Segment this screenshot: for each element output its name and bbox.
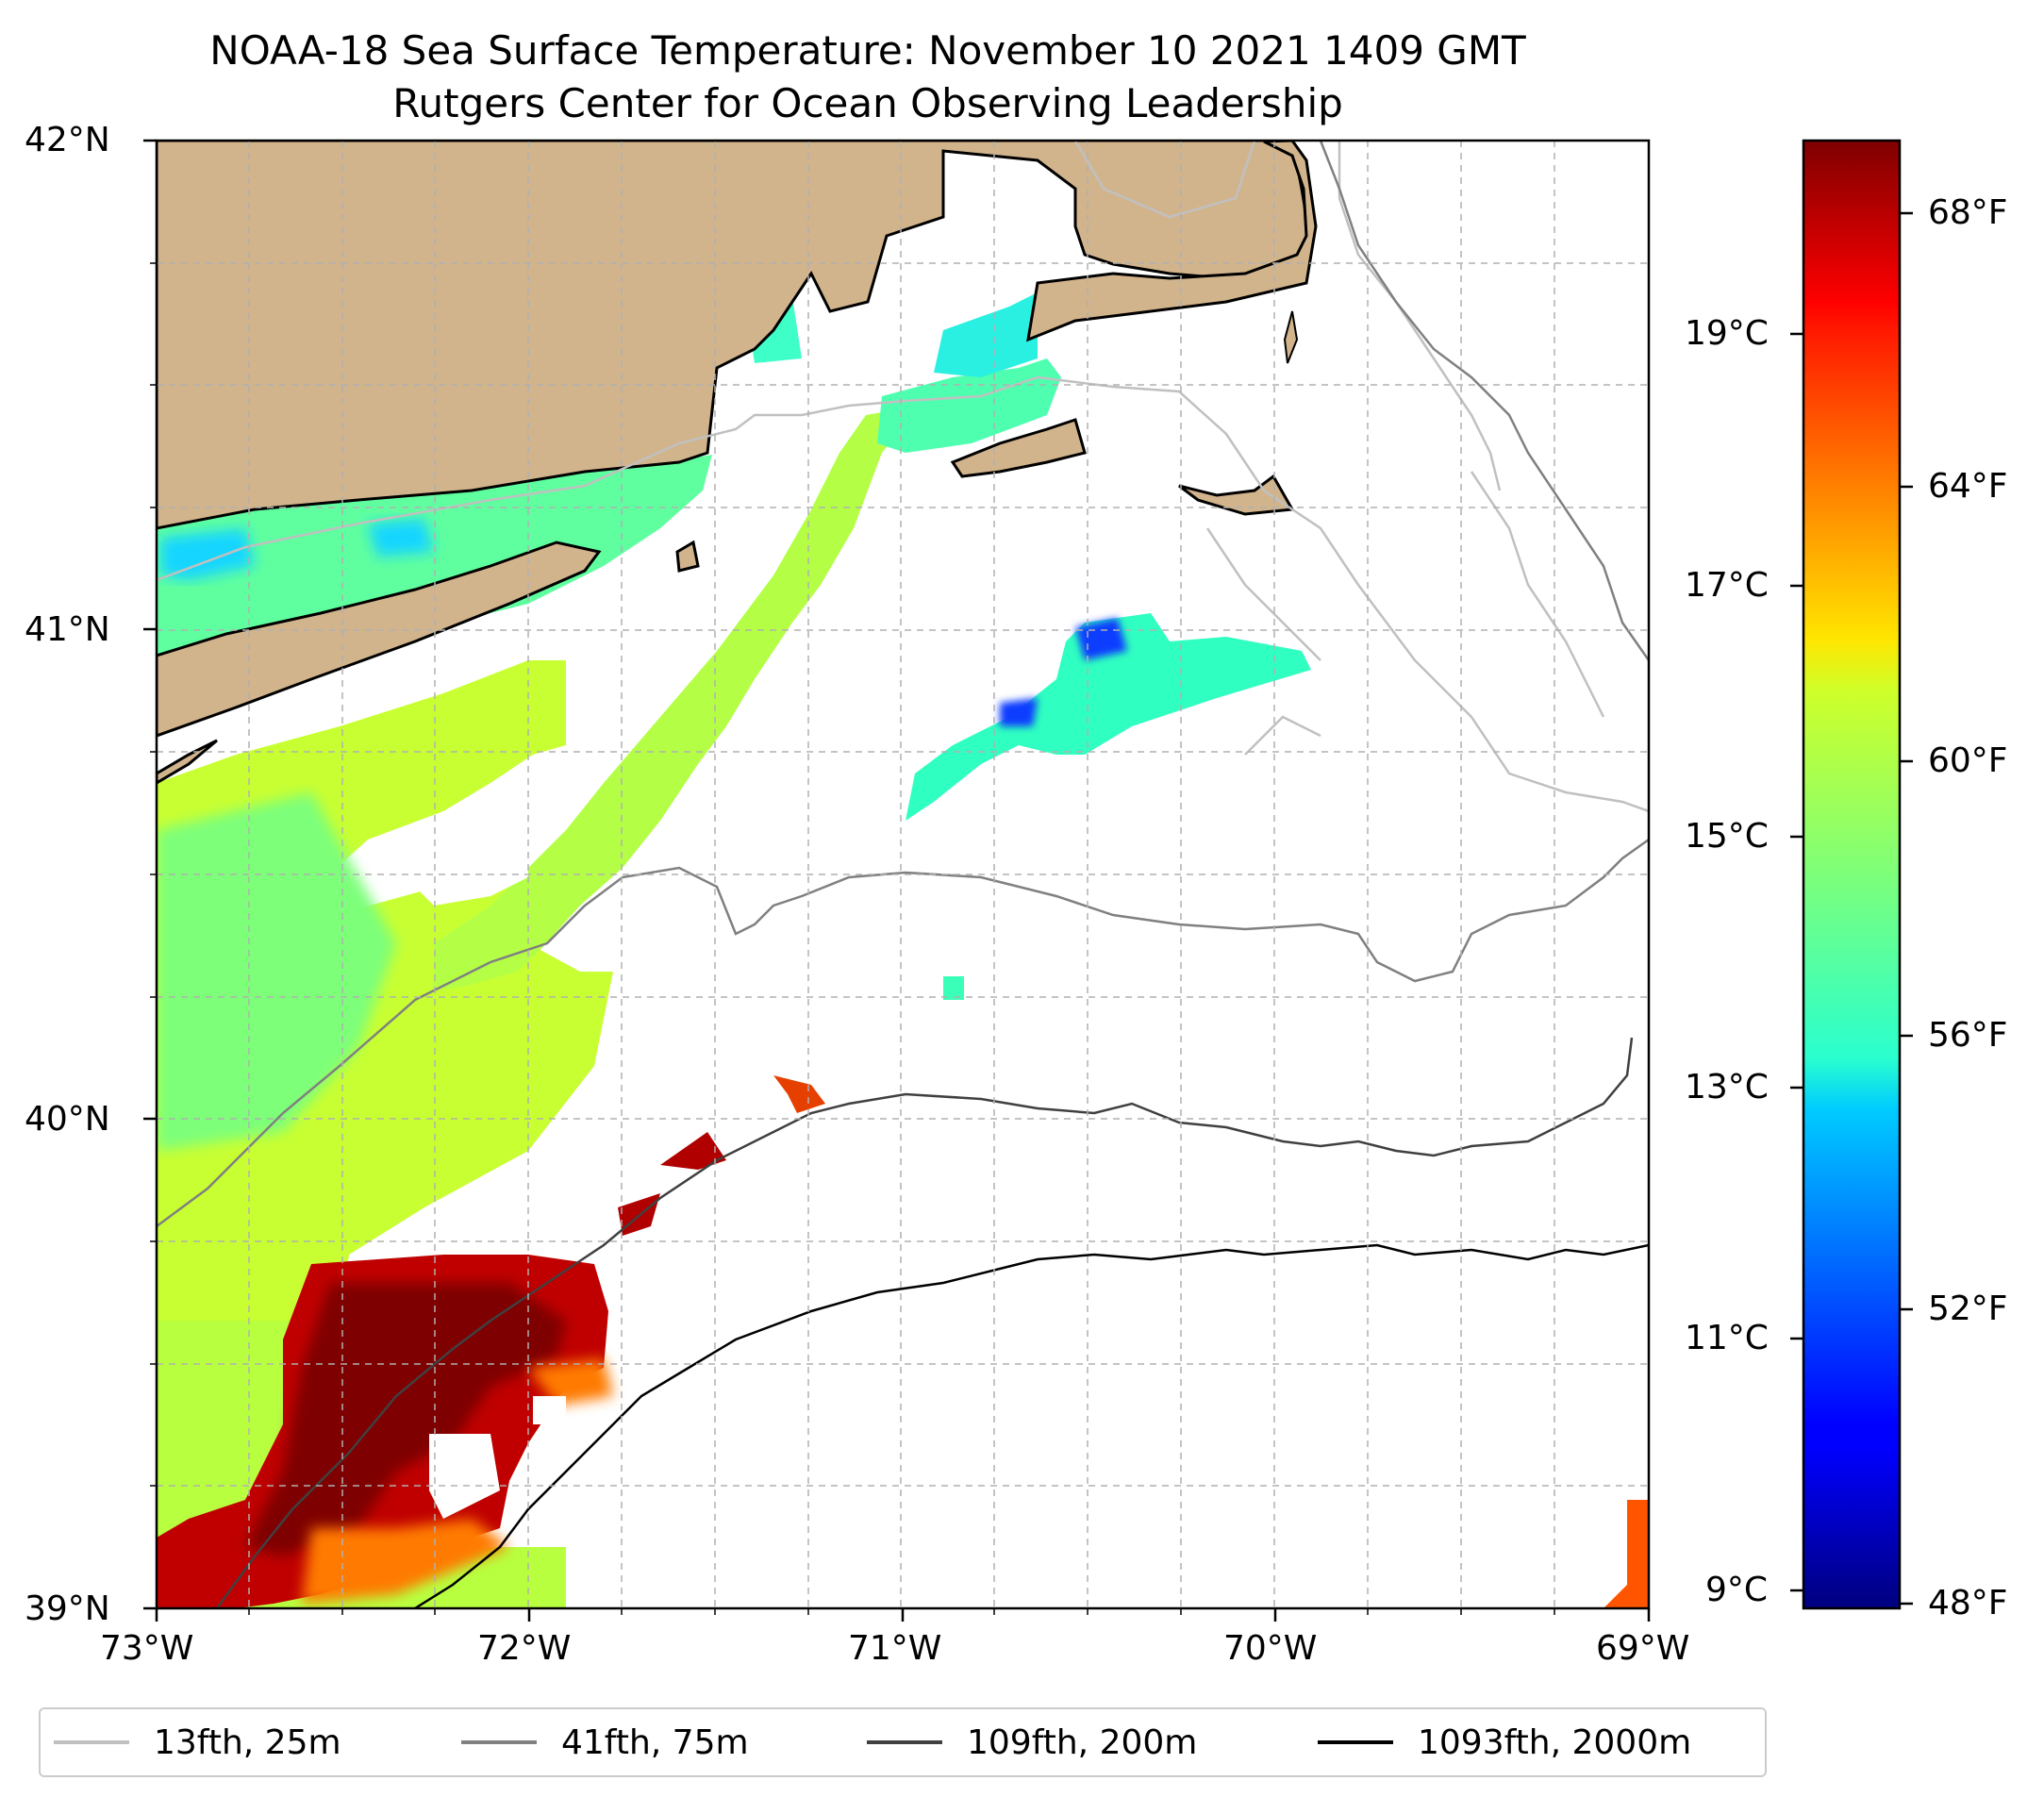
sst-cool-patch-sound	[160, 519, 434, 580]
sst-warm-patch-3	[773, 1075, 825, 1113]
land-long-island	[157, 541, 602, 738]
sst-small-patch	[943, 976, 964, 1000]
lat-tick-label: 41°N	[25, 610, 110, 649]
legend-item-25m: 13fth, 25m	[54, 1709, 341, 1775]
legend-line-icon	[54, 1740, 129, 1744]
colorbar-c-tick-label: 13°C	[1685, 1068, 1769, 1106]
legend-label: 109fth, 200m	[967, 1722, 1198, 1762]
sst-patch-ri-sound	[877, 358, 1061, 453]
colorbar-c-tick-label: 15°C	[1685, 817, 1769, 856]
contour-2000m	[414, 1243, 1649, 1608]
lon-tick-label: 71°W	[848, 1629, 942, 1668]
colorbar-f-tick-label: 64°F	[1928, 467, 2008, 506]
sst-patch-diagonal-band	[434, 406, 920, 990]
legend-label: 41fth, 75m	[561, 1722, 749, 1762]
cloud-gap-1	[415, 811, 528, 906]
land-marthas-vineyard	[950, 418, 1087, 478]
legend-line-icon	[461, 1740, 537, 1744]
title-line-1: NOAA-18 Sea Surface Temperature: Novembe…	[209, 27, 1526, 74]
colorbar-f-tick-label: 52°F	[1928, 1290, 2008, 1328]
land-nj	[157, 739, 218, 785]
colorbar-c-tick-label: 19°C	[1685, 314, 1769, 353]
land-layer	[157, 141, 1318, 785]
lon-tick-label: 73°W	[100, 1629, 194, 1668]
sst-patch-offshore-cool	[906, 613, 1311, 821]
legend-item-75m: 41fth, 75m	[461, 1709, 749, 1775]
legend-item-200m: 109fth, 200m	[867, 1709, 1197, 1775]
colorbar-c-tick-label: 9°C	[1705, 1571, 1769, 1609]
cloud-gap-3	[533, 1396, 566, 1424]
contour-200m	[215, 1037, 1634, 1608]
colorbar-f-tick-label: 56°F	[1928, 1016, 2008, 1055]
lon-tick-label: 69°W	[1596, 1629, 1690, 1668]
land-nantucket	[1178, 474, 1295, 516]
land-block-island	[675, 540, 700, 573]
land-monomoy	[1283, 310, 1299, 364]
colorbar	[1790, 139, 1913, 1610]
sst-greenish-streak	[157, 792, 396, 1151]
lon-tick-label: 70°W	[1223, 1629, 1318, 1668]
colorbar-f-tick-label: 68°F	[1928, 193, 2008, 232]
legend-item-2000m: 1093fth, 2000m	[1318, 1709, 1691, 1775]
cloud-gap-2	[429, 1434, 500, 1519]
legend-label: 13fth, 25m	[154, 1722, 341, 1762]
legend-line-icon	[1318, 1740, 1393, 1744]
title-line-2: Rutgers Center for Ocean Observing Leade…	[392, 80, 1343, 126]
colorbar-f-tick-label: 48°F	[1928, 1584, 2008, 1622]
colorbar-c-tick-label: 17°C	[1685, 566, 1769, 605]
sst-blue-spot	[1000, 618, 1127, 726]
sst-patch-buzzards	[934, 292, 1038, 377]
axis-ticks	[143, 139, 1651, 1622]
lon-tick-label: 72°W	[477, 1629, 572, 1668]
lat-tick-label: 39°N	[25, 1589, 110, 1628]
lat-tick-label: 40°N	[25, 1100, 110, 1139]
colorbar-c-tick-label: 11°C	[1685, 1319, 1769, 1357]
sst-warm-orange-edge	[302, 1358, 613, 1604]
legend-label: 1093fth, 2000m	[1418, 1722, 1692, 1762]
colorbar-gradient	[1802, 139, 1902, 1610]
sst-warm-core	[245, 1283, 566, 1556]
legend-line-icon	[867, 1740, 942, 1744]
lat-tick-label: 42°N	[25, 121, 110, 159]
sst-warm-patch-4	[1604, 1500, 1649, 1608]
contour-legend: 13fth, 25m 41fth, 75m 109fth, 200m 1093f…	[39, 1707, 1767, 1777]
colorbar-f-tick-label: 60°F	[1928, 741, 2008, 780]
contour-25m	[157, 141, 1649, 813]
